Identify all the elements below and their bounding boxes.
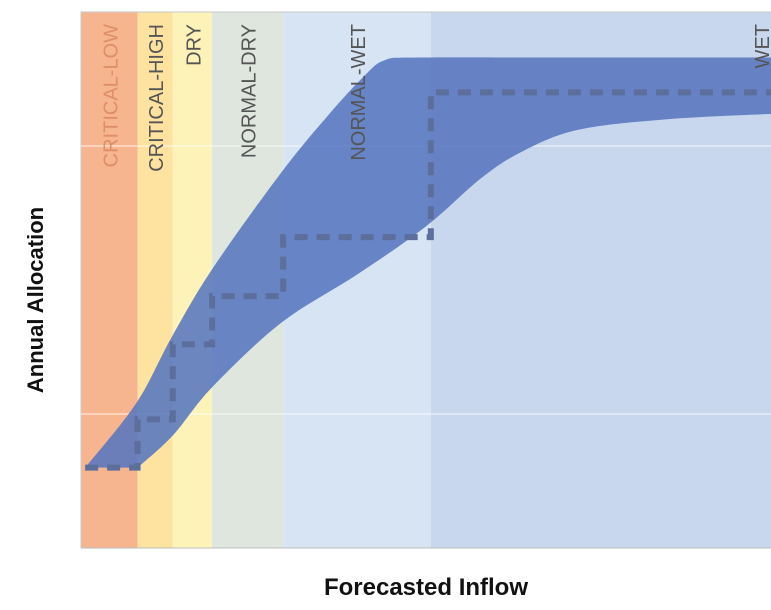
zone-label-normal-dry: NORMAL-DRY	[239, 24, 261, 158]
zone-label-critical-high: CRITICAL-HIGH	[146, 24, 168, 172]
zone-label-critical-low: CRITICAL-LOW	[100, 24, 122, 167]
allocation-band	[85, 57, 771, 468]
zone-label-wet: WET	[752, 24, 771, 68]
step-allocation-line	[85, 89, 771, 471]
x-axis-label: Forecasted Inflow	[323, 574, 529, 601]
y-axis-label: Annual Allocation	[23, 206, 48, 394]
zone-label-dry: DRY	[183, 24, 205, 66]
zone-label-normal-wet: NORMAL-WET	[348, 24, 370, 161]
